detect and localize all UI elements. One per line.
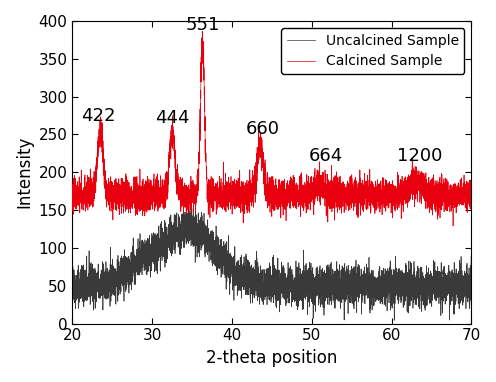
Legend: Uncalcined Sample, Calcined Sample: Uncalcined Sample, Calcined Sample [281, 28, 464, 74]
Uncalcined Sample [391, 318, 397, 322]
Uncalcined Sample [309, 281, 315, 286]
Calcined Sample [199, 29, 205, 34]
Uncalcined Sample [188, 201, 194, 205]
Calcined Sample [309, 179, 315, 184]
Calcined Sample [397, 189, 403, 194]
Uncalcined Sample [367, 295, 373, 299]
Calcined Sample [69, 198, 75, 202]
Uncalcined Sample [222, 243, 228, 247]
Text: 660: 660 [246, 120, 279, 138]
Uncalcined Sample [468, 297, 474, 302]
Calcined Sample [142, 182, 148, 186]
Text: 444: 444 [155, 109, 189, 127]
X-axis label: 2-theta position: 2-theta position [206, 349, 338, 367]
Text: 422: 422 [81, 107, 116, 125]
Y-axis label: Intensity: Intensity [15, 136, 33, 209]
Calcined Sample [468, 188, 474, 193]
Calcined Sample [367, 194, 373, 198]
Line: Calcined Sample: Calcined Sample [72, 31, 471, 226]
Text: 664: 664 [309, 147, 343, 165]
Line: Uncalcined Sample: Uncalcined Sample [72, 203, 471, 320]
Uncalcined Sample [69, 280, 75, 284]
Uncalcined Sample [398, 269, 404, 274]
Uncalcined Sample [329, 280, 335, 285]
Calcined Sample [329, 210, 335, 214]
Uncalcined Sample [142, 246, 148, 251]
Calcined Sample [222, 186, 228, 191]
Text: 1200: 1200 [397, 147, 442, 165]
Calcined Sample [450, 223, 456, 228]
Text: 551: 551 [186, 16, 220, 34]
